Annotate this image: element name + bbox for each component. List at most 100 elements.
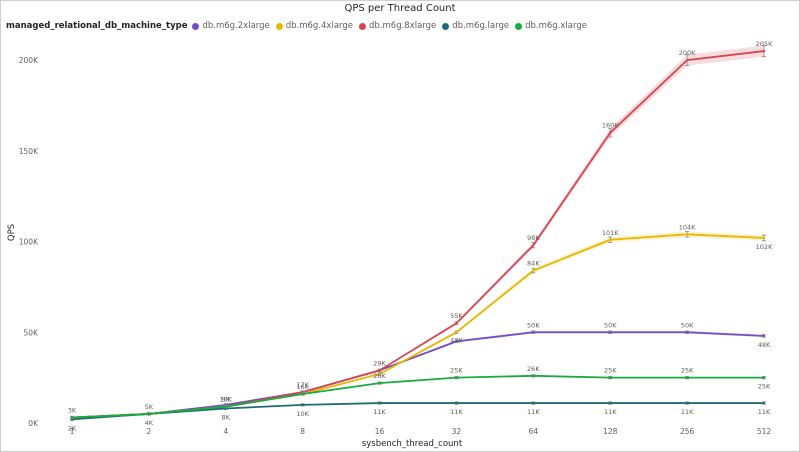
series-line [71, 402, 764, 421]
legend-item[interactable]: db.m6g.8xlarge [359, 21, 436, 31]
x-tick-label: 128 [603, 427, 618, 436]
x-tick-label: 8 [300, 427, 305, 436]
data-label: 29K [373, 359, 386, 367]
x-tick-label: 2 [146, 427, 151, 436]
data-label: 26K [527, 365, 540, 373]
y-tick-label: 100K [19, 238, 39, 247]
legend-label: db.m6g.2xlarge [202, 21, 270, 31]
data-point [762, 376, 766, 379]
data-label: 205K [756, 40, 773, 48]
data-label: 11K [373, 408, 386, 416]
data-label: 25K [450, 367, 463, 375]
data-label: 160K [602, 122, 619, 130]
data-label: 17K [296, 381, 309, 389]
legend-item[interactable]: db.m6g.large [442, 21, 509, 31]
data-label: 4K [145, 419, 154, 427]
data-label: 2K [68, 424, 77, 432]
data-point [685, 376, 689, 379]
data-label: 10K [220, 396, 233, 404]
legend-label: db.m6g.large [452, 21, 510, 31]
legend-marker [359, 22, 367, 30]
data-label: 5K [145, 403, 154, 411]
legend-marker [275, 22, 283, 30]
y-tick-label: 50K [24, 328, 40, 337]
x-tick-label: 4 [223, 427, 228, 436]
y-tick-label: 0K [28, 419, 39, 428]
data-label: 11K [681, 408, 694, 416]
data-label: 101K [602, 229, 619, 237]
data-label: 25K [604, 367, 617, 375]
data-point [762, 401, 766, 405]
data-point [609, 331, 612, 334]
series-line [71, 374, 764, 419]
data-label: 16K [296, 383, 309, 391]
x-tick-label: 32 [452, 427, 462, 436]
data-point [455, 340, 458, 343]
data-point [455, 401, 458, 405]
data-label: 84K [527, 260, 540, 268]
data-point [532, 244, 535, 247]
data-label: 9K [222, 396, 231, 404]
series-band [72, 231, 764, 418]
x-tick-label: 16 [375, 427, 385, 436]
data-label: 25K [758, 383, 771, 391]
series-band [72, 45, 764, 418]
data-label: 11K [604, 408, 617, 416]
data-point [301, 403, 304, 407]
data-point [147, 412, 151, 416]
x-tick-label: 64 [529, 427, 539, 436]
legend-items: db.m6g.2xlarge db.m6g.4xlarge db.m6g.8xlar… [192, 21, 592, 31]
data-point [685, 401, 689, 405]
data-label: 26K [373, 372, 386, 380]
legend-marker [442, 22, 450, 30]
data-label: 50K [527, 321, 540, 329]
data-label: 8K [222, 413, 231, 421]
data-label: 102K [756, 243, 773, 251]
data-point [762, 334, 766, 338]
data-label: 50K [604, 321, 617, 329]
data-point [532, 401, 535, 405]
data-point [685, 233, 689, 236]
data-label: 55K [450, 312, 463, 320]
data-label: 11K [758, 408, 771, 416]
data-label: 3K [68, 407, 77, 415]
data-point [609, 131, 612, 134]
data-label: 98K [527, 234, 540, 242]
data-label: 11K [527, 408, 540, 416]
legend-item[interactable]: db.m6g.2xlarge [192, 21, 270, 31]
legend-item[interactable]: db.m6g.4xlarge [275, 21, 354, 31]
data-point [455, 376, 458, 379]
data-point [685, 58, 689, 62]
legend-label: db.m6g.4xlarge [285, 21, 354, 31]
legend-marker [192, 22, 200, 30]
x-tick-label: 256 [680, 427, 695, 436]
legend-label: db.m6g.xlarge [525, 21, 587, 31]
data-label: 50K [681, 321, 694, 329]
data-point [609, 376, 612, 379]
legend-item[interactable]: db.m6g.xlarge [515, 21, 587, 31]
data-point [609, 401, 612, 405]
data-point [532, 374, 535, 378]
y-axis-title: QPS [7, 224, 17, 241]
series-line [71, 331, 765, 419]
data-point [378, 401, 381, 405]
legend-label: db.m6g.8xlarge [369, 21, 437, 31]
data-point [378, 372, 381, 376]
data-label: 43K [450, 336, 463, 344]
data-point [532, 269, 535, 272]
data-point [532, 331, 535, 334]
data-point [609, 238, 612, 241]
x-axis-title: sysbench_thread_count [362, 439, 463, 449]
data-label: 48K [758, 341, 771, 349]
data-label: 104K [679, 223, 696, 231]
data-point [378, 381, 381, 385]
legend: managed_relational_db_machine_type db.m6… [6, 21, 593, 31]
data-label: 25K [681, 367, 694, 375]
y-tick-label: 200K [19, 56, 39, 65]
series-band [72, 330, 764, 418]
data-point [762, 236, 766, 240]
data-point [378, 369, 381, 372]
data-point [224, 405, 227, 408]
